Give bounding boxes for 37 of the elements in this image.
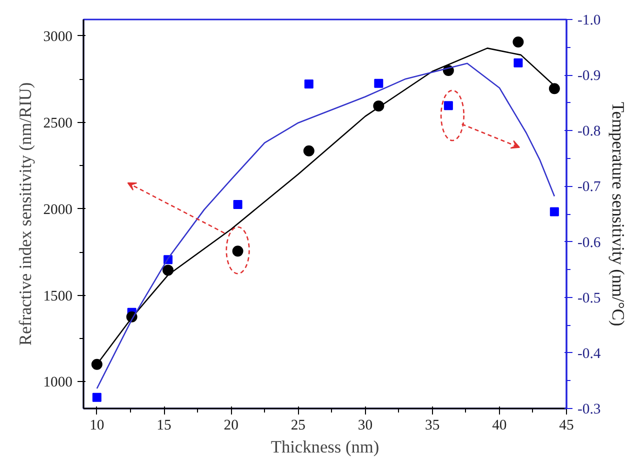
y2-tick-label: -0.9	[578, 68, 601, 84]
point	[232, 246, 244, 257]
y-tick-label: 1000	[43, 374, 72, 391]
y-tick-label: 3000	[43, 28, 72, 45]
x-tick-label: 35	[425, 418, 440, 434]
point	[550, 207, 559, 216]
point	[162, 264, 174, 276]
y2-tick-label: -1.0	[578, 12, 601, 28]
x-tick-label: 15	[156, 418, 172, 434]
y-tick-label: 2500	[43, 115, 72, 132]
y-axis-title: Refractive index sensitivity (nm/RIU)	[16, 82, 36, 346]
point	[512, 36, 524, 48]
y2-tick-label: -0.7	[578, 179, 601, 196]
x-tick-label: 20	[224, 418, 238, 434]
x-tick-label: 40	[492, 418, 507, 434]
point	[514, 58, 523, 68]
point	[548, 83, 560, 94]
point	[304, 79, 314, 88]
x-tick-label: 25	[290, 418, 306, 434]
point	[91, 358, 102, 370]
point	[92, 392, 102, 402]
point	[303, 145, 314, 156]
y2-axis-title: Temperature sensitivity (nm/°C)	[608, 102, 628, 326]
x-tick-label: 10	[90, 418, 104, 434]
y-tick-label: 1500	[43, 288, 72, 304]
y2-tick-label: -0.6	[578, 234, 601, 251]
y2-tick-label: -0.3	[578, 402, 601, 418]
point	[444, 101, 453, 110]
point	[233, 200, 242, 210]
y-tick-label: 2000	[43, 202, 72, 218]
x-tick-label: 30	[358, 418, 373, 434]
y2-tick-label: -0.8	[578, 124, 601, 140]
y2-tick-label: -0.5	[578, 290, 601, 306]
x-axis-title: Thickness (nm)	[270, 438, 380, 456]
x-tick-label: 45	[559, 418, 574, 434]
point	[374, 78, 384, 88]
y2-tick-label: -0.4	[578, 346, 602, 362]
